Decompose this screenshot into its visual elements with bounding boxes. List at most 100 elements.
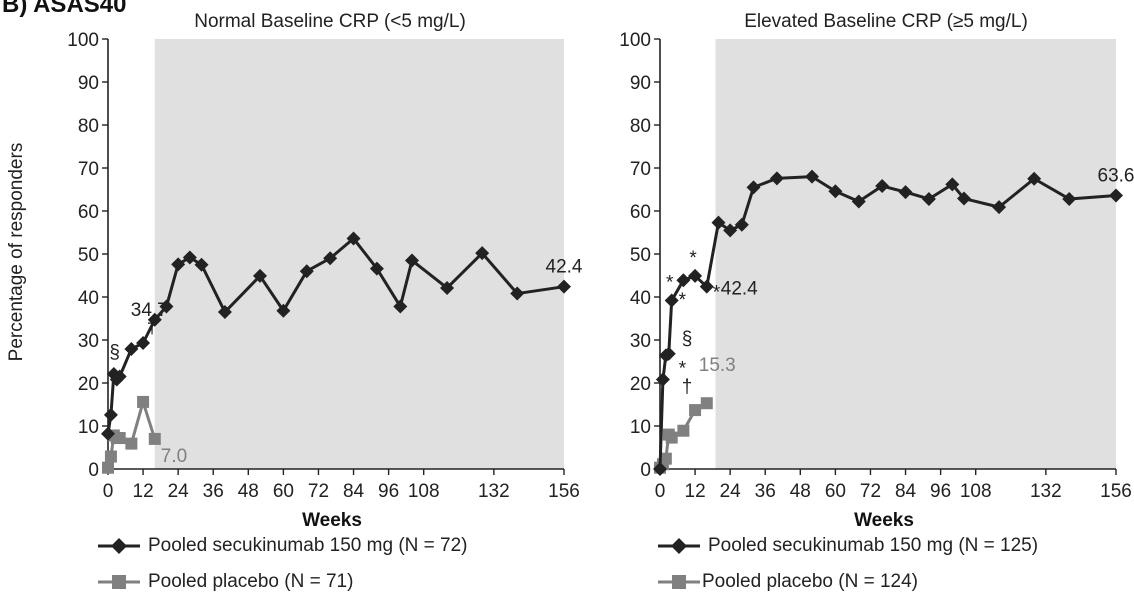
data-point-square bbox=[125, 437, 138, 450]
diamond-marker-icon bbox=[98, 538, 140, 554]
data-point-diamond bbox=[1109, 188, 1123, 203]
legend-item-placebo-right: Pooled placebo (N = 124) bbox=[656, 571, 918, 593]
data-point-diamond bbox=[369, 261, 384, 276]
data-annotation: * bbox=[689, 248, 697, 269]
data-point-diamond bbox=[253, 268, 267, 283]
x-tick-label: 36 bbox=[755, 481, 776, 502]
data-point-diamond bbox=[112, 369, 127, 384]
x-tick-label: 48 bbox=[790, 481, 811, 502]
data-annotation: † bbox=[682, 377, 693, 398]
legend-label: Pooled secukinumab 150 mg (N = 72) bbox=[148, 535, 468, 556]
data-point-diamond bbox=[711, 215, 726, 230]
data-point-diamond bbox=[805, 169, 819, 184]
panel-label: B) ASAS40 bbox=[2, 0, 127, 18]
data-point-diamond bbox=[217, 305, 232, 320]
data-point-diamond bbox=[661, 346, 676, 361]
legend-item-secukinumab-left: Pooled secukinumab 150 mg (N = 72) bbox=[96, 535, 467, 557]
data-point-square bbox=[700, 397, 713, 410]
shaded-region bbox=[715, 39, 1116, 469]
data-point-diamond bbox=[769, 171, 784, 186]
x-tick-label: 108 bbox=[408, 481, 440, 502]
data-point-diamond bbox=[664, 293, 679, 308]
y-tick-label: 0 bbox=[640, 460, 651, 481]
x-axis-label: Weeks bbox=[302, 510, 362, 531]
data-point-diamond bbox=[346, 231, 361, 246]
chart-title: Elevated Baseline CRP (≥5 mg/L) bbox=[744, 11, 1028, 32]
x-tick-label: 48 bbox=[238, 481, 259, 502]
data-point-diamond bbox=[276, 303, 291, 318]
y-tick-label: 10 bbox=[630, 417, 651, 438]
x-tick-label: 96 bbox=[930, 481, 951, 502]
y-tick-label: 80 bbox=[630, 116, 651, 137]
x-tick-label: 36 bbox=[203, 481, 224, 502]
data-point-diamond bbox=[957, 191, 971, 206]
data-point-square bbox=[665, 431, 678, 444]
y-tick-label: 20 bbox=[78, 374, 99, 395]
y-tick-label: 100 bbox=[619, 30, 651, 51]
data-point-diamond bbox=[405, 253, 419, 268]
y-tick-label: 90 bbox=[78, 73, 99, 94]
diamond-marker-icon bbox=[658, 538, 700, 554]
square-marker-icon bbox=[98, 575, 140, 589]
data-annotation: 42.4 bbox=[546, 257, 583, 278]
data-point-diamond bbox=[851, 194, 866, 209]
legend-item-placebo-left: Pooled placebo (N = 71) bbox=[96, 571, 353, 593]
y-tick-label: 50 bbox=[78, 245, 99, 266]
square-marker-icon bbox=[658, 575, 700, 589]
data-point-square bbox=[104, 450, 117, 463]
data-point-diamond bbox=[557, 279, 571, 294]
data-point-diamond bbox=[992, 200, 1007, 215]
y-tick-label: 40 bbox=[78, 288, 99, 309]
shaded-region bbox=[154, 39, 564, 469]
data-point-square bbox=[102, 461, 114, 474]
y-tick-label: 70 bbox=[630, 159, 651, 180]
data-point-diamond bbox=[393, 299, 408, 314]
data-point-diamond bbox=[171, 257, 186, 272]
y-tick-label: 60 bbox=[630, 202, 651, 223]
x-axis-label: Weeks bbox=[854, 510, 914, 531]
x-tick-label: 0 bbox=[655, 481, 666, 502]
x-tick-label: 72 bbox=[308, 481, 329, 502]
x-tick-label: 132 bbox=[478, 481, 510, 502]
data-point-square bbox=[137, 395, 150, 408]
data-point-diamond bbox=[676, 273, 691, 288]
data-point-diamond bbox=[136, 336, 151, 351]
data-point-square bbox=[148, 432, 161, 445]
data-point-diamond bbox=[1027, 171, 1042, 186]
data-point-diamond bbox=[746, 180, 761, 195]
data-point-diamond bbox=[299, 264, 314, 279]
data-point-diamond bbox=[655, 372, 670, 387]
data-point-diamond bbox=[101, 426, 115, 441]
data-point-diamond bbox=[921, 191, 936, 206]
x-tick-label: 60 bbox=[825, 481, 846, 502]
x-tick-label: 156 bbox=[548, 481, 580, 502]
y-axis-label: Percentage of responders bbox=[6, 143, 27, 362]
x-tick-label: 12 bbox=[133, 481, 154, 502]
data-point-diamond bbox=[323, 251, 338, 266]
data-point-diamond bbox=[875, 179, 890, 194]
data-point-diamond bbox=[182, 250, 197, 265]
data-point-diamond bbox=[723, 223, 738, 238]
data-point-square bbox=[659, 452, 672, 465]
legend-label: Pooled placebo (N = 124) bbox=[702, 571, 919, 592]
data-point-diamond bbox=[194, 257, 209, 272]
data-annotation: 7.0 bbox=[161, 446, 187, 467]
x-tick-label: 72 bbox=[860, 481, 881, 502]
y-tick-label: 0 bbox=[88, 460, 99, 481]
legend-item-secukinumab-right: Pooled secukinumab 150 mg (N = 125) bbox=[656, 535, 1038, 557]
y-tick-label: 90 bbox=[630, 73, 651, 94]
x-tick-label: 60 bbox=[273, 481, 294, 502]
x-tick-label: 108 bbox=[960, 481, 992, 502]
y-tick-label: 30 bbox=[630, 331, 651, 352]
x-tick-label: 24 bbox=[168, 481, 190, 502]
data-point-diamond bbox=[688, 268, 703, 283]
data-annotation: * bbox=[679, 359, 687, 380]
chart-title: Normal Baseline CRP (<5 mg/L) bbox=[194, 11, 466, 32]
x-tick-label: 24 bbox=[720, 481, 742, 502]
data-point-diamond bbox=[510, 286, 525, 301]
y-tick-label: 40 bbox=[630, 288, 651, 309]
data-annotation: § bbox=[682, 328, 693, 349]
data-point-diamond bbox=[440, 280, 455, 295]
x-tick-label: 12 bbox=[685, 481, 706, 502]
